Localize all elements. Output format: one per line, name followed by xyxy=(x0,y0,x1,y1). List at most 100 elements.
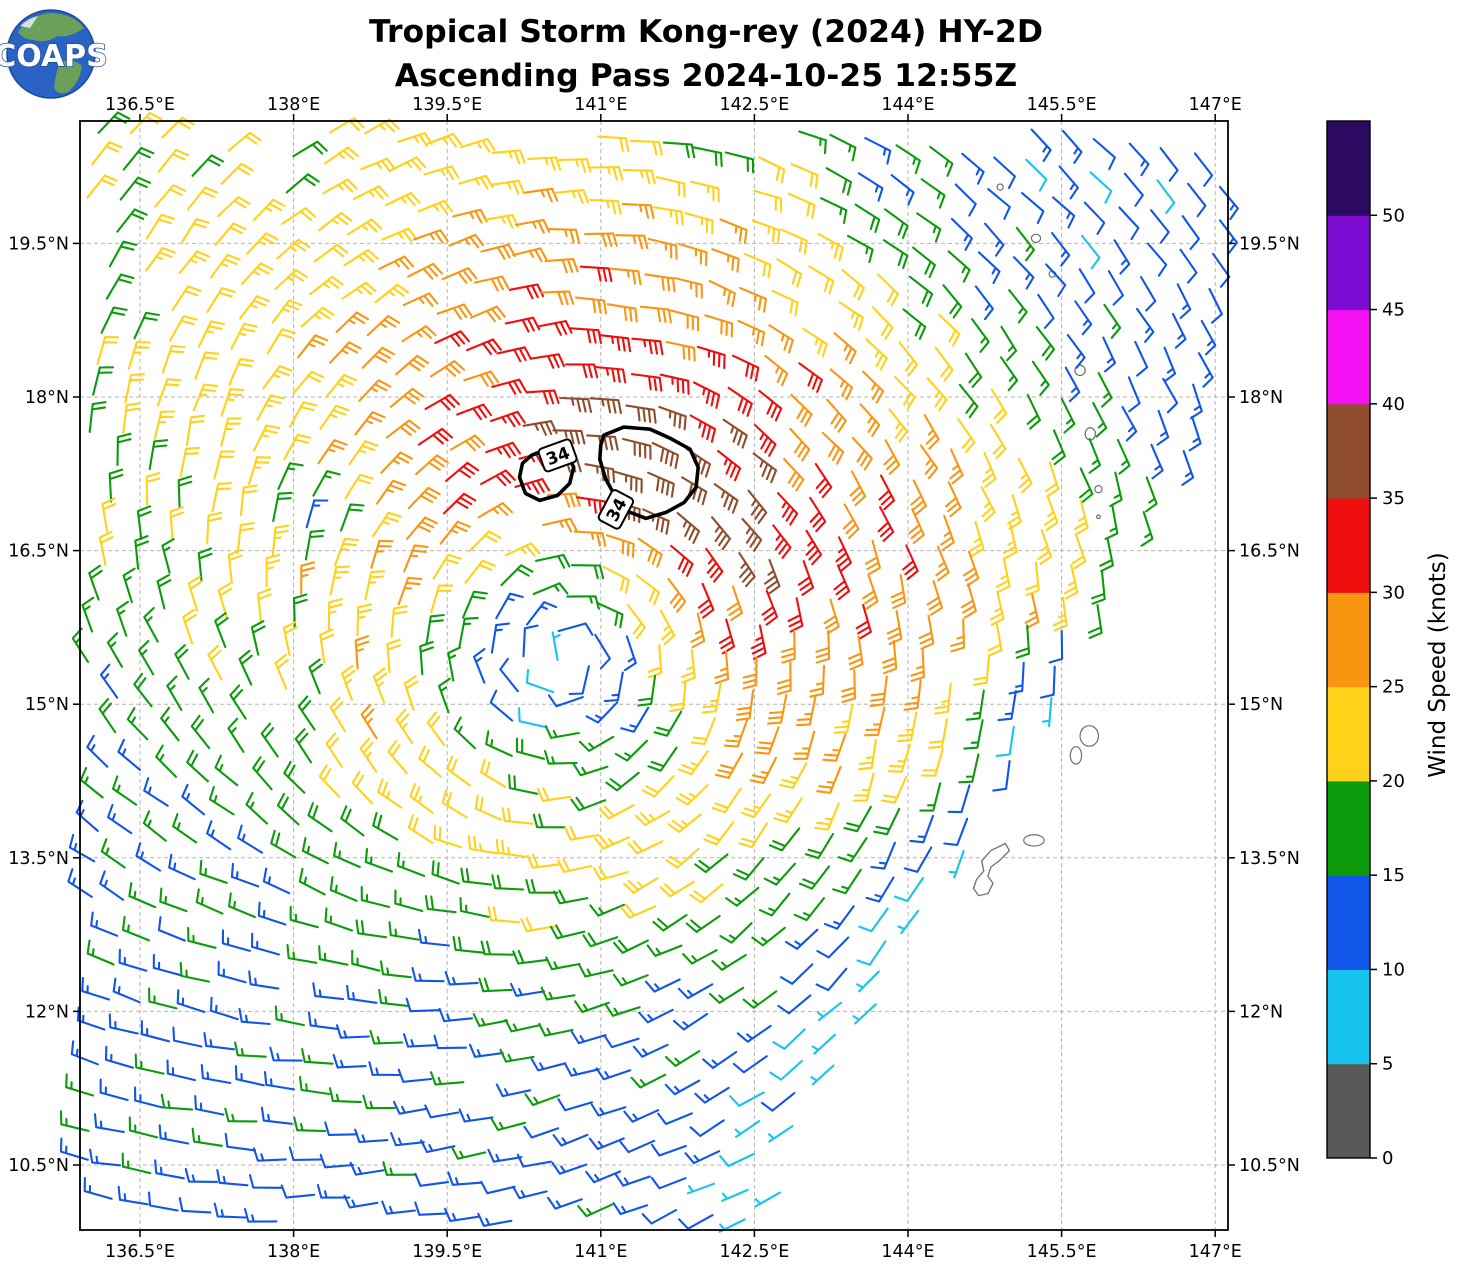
wind-barb xyxy=(776,492,799,526)
lat-tick-label-left: 16.5°N xyxy=(8,542,69,562)
wind-barb xyxy=(240,262,274,286)
wind-barb xyxy=(954,183,977,217)
wind-barb xyxy=(929,145,954,177)
wind-barb xyxy=(664,1050,701,1067)
wind-barb xyxy=(161,345,186,374)
wind-barb xyxy=(665,847,700,869)
wind-barb xyxy=(912,246,936,279)
wind-barb xyxy=(247,456,272,486)
wind-barb xyxy=(153,410,176,441)
wind-barb xyxy=(689,1119,725,1137)
wind-barb xyxy=(252,424,281,452)
wind-barb xyxy=(599,334,632,353)
wind-barb xyxy=(1200,319,1217,356)
wind-barb xyxy=(480,243,516,260)
wind-barb xyxy=(961,152,985,185)
wind-barb xyxy=(776,258,803,288)
wind-barb xyxy=(987,621,1003,657)
wind-barb xyxy=(108,1013,139,1035)
wind-barb xyxy=(478,977,513,993)
colorbar-segment xyxy=(1327,498,1370,593)
wind-barb xyxy=(186,186,219,211)
wind-barb xyxy=(420,1139,456,1154)
wind-barb xyxy=(359,737,378,773)
wind-barb xyxy=(159,887,188,913)
wind-barb xyxy=(579,265,613,283)
wind-barb xyxy=(190,714,211,750)
wind-barb xyxy=(652,206,684,226)
wind-barb xyxy=(934,346,954,382)
wind-barb xyxy=(678,750,709,776)
wind-barb xyxy=(390,605,408,638)
wind-barb xyxy=(111,775,138,806)
wind-barb xyxy=(99,870,125,901)
wind-barb xyxy=(1008,661,1025,695)
wind-barb xyxy=(89,1148,122,1167)
wind-barb xyxy=(950,618,966,653)
wind-barb xyxy=(523,187,559,203)
wind-barb xyxy=(780,228,808,255)
wind-barb xyxy=(982,451,997,488)
wind-barb xyxy=(564,363,599,379)
wind-barb xyxy=(340,664,356,701)
wind-barb xyxy=(390,1132,425,1147)
wind-barb xyxy=(742,990,778,1009)
wind-barb xyxy=(557,1098,594,1112)
wind-barb xyxy=(650,1176,687,1190)
wind-barb xyxy=(308,658,323,695)
wind-barb xyxy=(487,1148,523,1163)
wind-barb xyxy=(182,608,197,645)
wind-barb xyxy=(942,284,963,319)
wind-barb xyxy=(88,564,103,601)
wind-barb xyxy=(355,919,387,939)
wind-barb xyxy=(727,386,753,417)
wind-barb xyxy=(841,268,865,301)
wind-barb xyxy=(652,913,688,932)
wind-barb xyxy=(768,827,801,852)
wind-barb xyxy=(1074,300,1093,336)
wind-barb xyxy=(578,964,614,978)
wind-barb xyxy=(145,246,176,272)
wind-barb xyxy=(995,557,1011,594)
lat-tick-label-right: 10.5°N xyxy=(1239,1156,1300,1176)
colorbar-segment xyxy=(1327,215,1370,311)
wind-barb xyxy=(100,838,126,869)
wind-barb xyxy=(594,633,611,670)
wind-barb xyxy=(271,299,303,324)
wind-barb xyxy=(417,427,453,446)
wind-barb xyxy=(126,707,149,741)
wind-barb xyxy=(433,824,463,849)
wind-barb xyxy=(117,1185,149,1206)
wind-barb xyxy=(449,434,486,452)
wind-barb xyxy=(324,907,354,932)
wind-barb xyxy=(586,434,619,451)
wind-barb xyxy=(570,564,605,580)
wind-barb xyxy=(93,1113,125,1134)
wind-barb xyxy=(711,953,747,971)
wind-barb xyxy=(1127,376,1141,413)
wind-barb xyxy=(523,1125,560,1139)
wind-barb xyxy=(360,886,391,909)
lat-tick-label-left: 19.5°N xyxy=(8,234,69,254)
wind-barb xyxy=(485,730,513,757)
wind-barb xyxy=(520,917,556,933)
wind-barb xyxy=(965,689,985,721)
wind-barb xyxy=(415,454,449,476)
wind-barb xyxy=(858,907,889,933)
wind-barb xyxy=(243,1208,278,1223)
wind-barb xyxy=(361,346,395,369)
wind-barb xyxy=(623,877,659,894)
wind-barb xyxy=(1090,570,1106,605)
wind-barb xyxy=(155,744,177,778)
wind-barb xyxy=(277,462,304,490)
wind-barb xyxy=(787,192,816,219)
wind-barb xyxy=(1025,158,1048,192)
wind-barb xyxy=(362,1094,396,1110)
wind-barb xyxy=(414,1201,449,1216)
wind-barb xyxy=(747,489,768,525)
wind-barb xyxy=(234,1065,265,1087)
wind-barb xyxy=(354,411,386,436)
wind-barb xyxy=(829,133,857,162)
wind-barb xyxy=(459,896,490,918)
wind-barb xyxy=(257,901,287,926)
